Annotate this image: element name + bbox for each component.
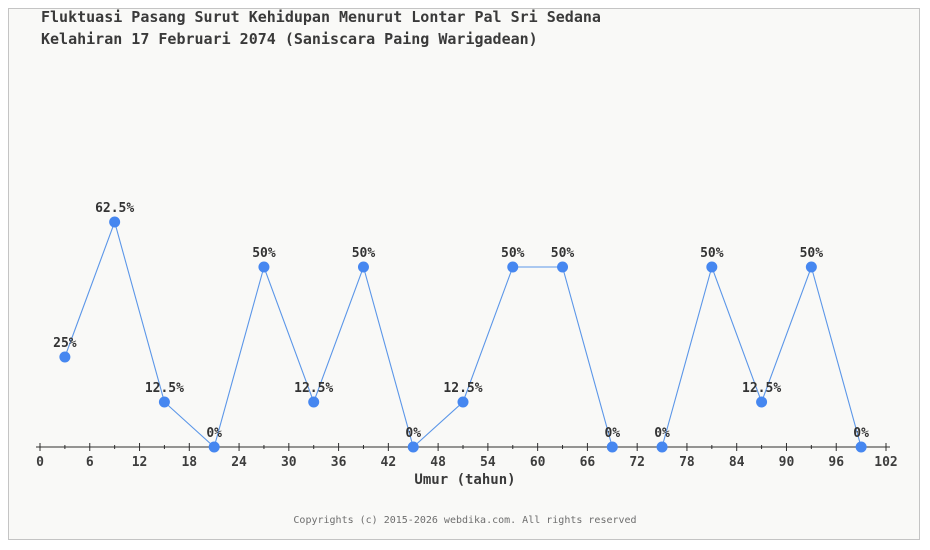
x-axis-title: Umur (tahun) [414,472,516,488]
chart-title-line1: Fluktuasi Pasang Surut Kehidupan Menurut… [41,8,601,26]
chart-title: Fluktuasi Pasang Surut Kehidupan Menurut… [41,6,601,50]
chart-title-line2: Kelahiran 17 Februari 2074 (Saniscara Pa… [41,30,538,48]
copyright-text: Copyrights (c) 2015-2026 webdika.com. Al… [293,515,637,526]
chart-panel [8,8,920,540]
